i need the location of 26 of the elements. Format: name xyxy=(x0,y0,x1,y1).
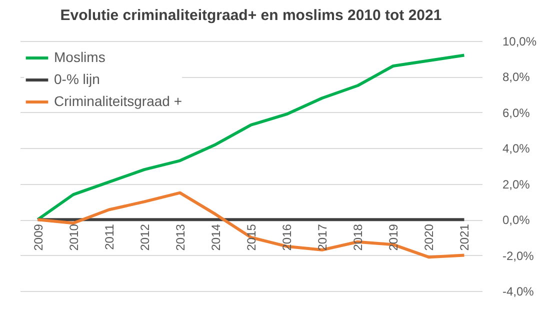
x-tick-label: 2016 xyxy=(280,224,294,251)
y-tick-label: 2,0% xyxy=(502,177,530,192)
x-tick-label: 2015 xyxy=(244,224,258,251)
legend-label: Moslims xyxy=(54,49,106,65)
y-tick-label: -4,0% xyxy=(502,284,534,298)
x-tick-label: 2009 xyxy=(31,224,46,251)
x-tick-label: 2019 xyxy=(386,224,401,251)
y-tick-label: 6,0% xyxy=(502,106,530,120)
x-tick-label: 2010 xyxy=(66,224,81,251)
x-tick-label: 2021 xyxy=(458,224,472,251)
x-tick-label: 2014 xyxy=(208,224,223,251)
y-tick-label: 4,0% xyxy=(502,142,530,156)
legend-label: Criminaliteitsgraad + xyxy=(54,93,182,109)
y-tick-label: -2,0% xyxy=(502,248,534,263)
chart-title: Evolutie criminaliteitgraad+ en moslims 2010 tot 2021 xyxy=(60,7,442,24)
y-tick-label: 8,0% xyxy=(502,70,530,84)
x-tick-label: 2012 xyxy=(138,224,152,251)
line-series xyxy=(36,54,466,222)
y-tick-label: 10,0% xyxy=(502,34,537,48)
x-tick-label: 2017 xyxy=(316,224,330,251)
x-tick-label: 2020 xyxy=(422,224,436,251)
legend-label: 0-% lijn xyxy=(54,71,100,87)
x-tick-label: 2011 xyxy=(102,224,116,250)
x-tick-label: 2013 xyxy=(173,224,188,251)
x-tick-label: 2018 xyxy=(351,224,366,251)
y-tick-label: 0,0% xyxy=(502,213,530,228)
